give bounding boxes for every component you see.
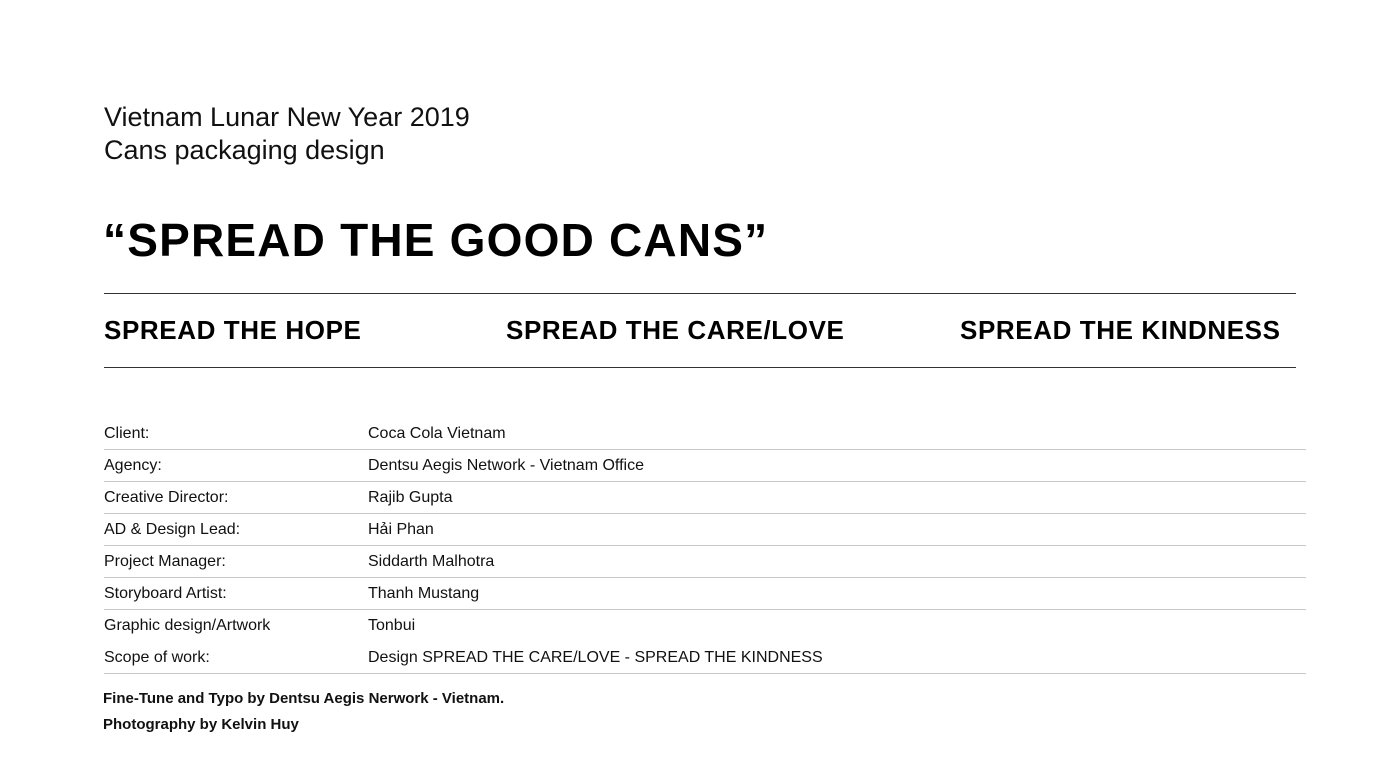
credit-label: Creative Director:: [104, 489, 229, 506]
credit-label: Project Manager:: [104, 553, 226, 570]
pillar-care-love: SPREAD THE CARE/LOVE: [506, 315, 845, 345]
credits-table: Client: Coca Cola Vietnam Agency: Dentsu A…: [104, 418, 1306, 674]
credit-value: Siddarth Malhotra: [368, 553, 495, 570]
credit-value: Thanh Mustang: [368, 585, 480, 602]
divider-top: [104, 293, 1296, 294]
credit-row-project-manager: Project Manager: Siddarth Malhotra: [104, 546, 1306, 578]
intro-title: Vietnam Lunar New Year 2019: [104, 102, 470, 132]
credit-label: AD & Design Lead:: [104, 521, 241, 538]
footer-credits: Fine-Tune and Typo by Dentsu Aegis Nerwo…: [103, 686, 504, 738]
credit-value: Tonbui: [368, 617, 416, 634]
credit-label: Graphic design/Artwork: [104, 617, 271, 634]
credit-row-agency: Agency: Dentsu Aegis Network - Vietnam Of…: [104, 450, 1306, 482]
credit-row-graphic-design: Graphic design/Artwork Tonbui: [104, 610, 1306, 642]
credit-row-design-lead: AD & Design Lead: Hải Phan: [104, 514, 1306, 546]
divider-bottom: [104, 367, 1296, 368]
credit-row-creative-director: Creative Director: Rajib Gupta: [104, 482, 1306, 514]
credit-row-client: Client: Coca Cola Vietnam: [104, 418, 1306, 450]
intro: Vietnam Lunar New Year 2019 Cans packagi…: [104, 101, 470, 167]
credit-label: Client:: [104, 425, 150, 442]
credit-value: Hải Phan: [368, 521, 434, 538]
pillar-hope: SPREAD THE HOPE: [104, 315, 362, 345]
credit-value: Coca Cola Vietnam: [368, 425, 506, 442]
credit-value: Rajib Gupta: [368, 489, 453, 506]
pillar-kindness: SPREAD THE KINDNESS: [960, 315, 1281, 345]
credit-label: Scope of work:: [104, 649, 210, 666]
footer-typo-credit: Fine-Tune and Typo by Dentsu Aegis Nerwo…: [103, 690, 505, 707]
credit-row-storyboard-artist: Storyboard Artist: Thanh Mustang: [104, 578, 1306, 610]
intro-subtitle: Cans packaging design: [104, 135, 385, 165]
credit-label: Agency:: [104, 457, 162, 474]
credit-value: Design SPREAD THE CARE/LOVE - SPREAD THE…: [368, 649, 823, 666]
credit-label: Storyboard Artist:: [104, 585, 227, 602]
credit-value: Dentsu Aegis Network - Vietnam Office: [368, 457, 644, 474]
headline: “SPREAD THE GOOD CANS”: [103, 214, 769, 266]
credit-row-scope: Scope of work: Design SPREAD THE CARE/LOV…: [104, 642, 1306, 674]
footer-photo-credit: Photography by Kelvin Huy: [103, 716, 299, 733]
